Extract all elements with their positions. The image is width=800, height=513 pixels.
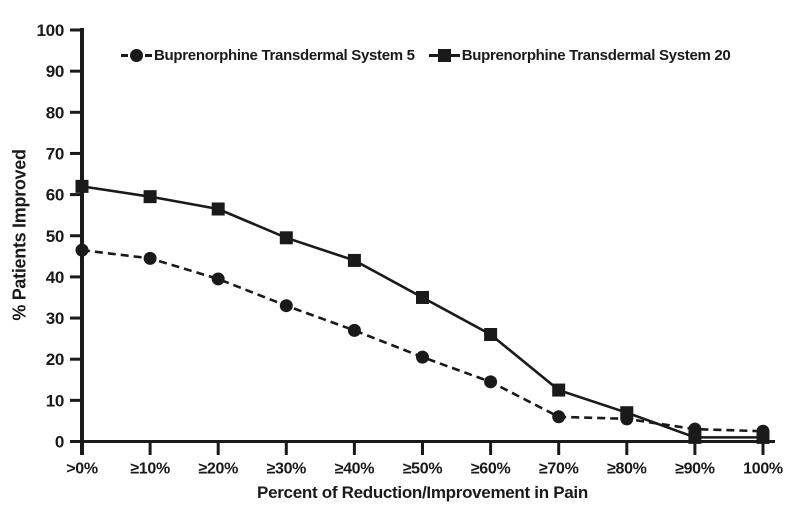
data-point-buprenorphine-transdermal-system-20-5 <box>416 290 429 304</box>
data-point-buprenorphine-transdermal-system-5-2 <box>211 272 225 286</box>
x-tick-label: ≥10% <box>130 461 170 478</box>
y-tick-label: 50 <box>46 227 64 246</box>
y-tick-label: 80 <box>46 103 64 122</box>
legend-label-system-20: Buprenorphine Transdermal System 20 <box>461 47 731 64</box>
solid-square-marker-icon <box>428 49 460 62</box>
x-tick-label: 100% <box>743 461 783 478</box>
legend-item-system-5: Buprenorphine Transdermal System 5 <box>121 47 415 64</box>
x-tick-label: ≥30% <box>266 461 306 478</box>
data-point-buprenorphine-transdermal-system-5-8 <box>620 412 634 426</box>
y-tick-label: 70 <box>46 144 64 163</box>
y-tick-label: 30 <box>46 309 64 328</box>
x-tick-label: ≥80% <box>607 461 647 478</box>
data-point-buprenorphine-transdermal-system-20-6 <box>484 328 498 342</box>
data-point-buprenorphine-transdermal-system-20-7 <box>552 383 566 397</box>
x-tick-label: ≥50% <box>403 461 443 478</box>
y-tick-label: 0 <box>55 433 64 452</box>
dashed-circle-marker-icon <box>121 49 152 62</box>
data-point-buprenorphine-transdermal-system-20-2 <box>211 202 225 216</box>
series-line-buprenorphine-transdermal-system-20 <box>81 185 763 439</box>
y-tick-label: 10 <box>46 391 64 410</box>
legend-label-system-5: Buprenorphine Transdermal System 5 <box>154 47 415 64</box>
y-tick-label: 100 <box>37 21 64 40</box>
data-point-buprenorphine-transdermal-system-5-4 <box>347 323 361 337</box>
y-tick-label: 40 <box>46 268 64 287</box>
legend-item-system-20: Buprenorphine Transdermal System 20 <box>428 47 731 64</box>
data-point-buprenorphine-transdermal-system-5-7 <box>552 410 566 424</box>
data-point-buprenorphine-transdermal-system-5-3 <box>279 299 293 313</box>
y-tick-label: 90 <box>46 62 64 81</box>
chart-legend: Buprenorphine Transdermal System 5 Bupre… <box>121 47 731 64</box>
data-point-buprenorphine-transdermal-system-20-0 <box>75 179 89 193</box>
x-axis-title: Percent of Reduction/Improvement in Pain <box>257 483 588 502</box>
data-point-buprenorphine-transdermal-system-5-10 <box>756 424 770 438</box>
x-tick-label: ≥70% <box>539 461 579 478</box>
x-tick-label: ≥60% <box>471 461 511 478</box>
data-point-buprenorphine-transdermal-system-5-0 <box>75 243 89 257</box>
data-point-buprenorphine-transdermal-system-5-6 <box>484 375 498 389</box>
y-tick-label: 60 <box>46 186 64 205</box>
data-point-buprenorphine-transdermal-system-20-3 <box>279 231 293 245</box>
x-tick-label: ≥90% <box>675 461 715 478</box>
data-point-buprenorphine-transdermal-system-5-9 <box>688 422 702 436</box>
series-line-buprenorphine-transdermal-system-5 <box>81 248 764 433</box>
y-tick-label: 20 <box>46 350 64 369</box>
data-point-buprenorphine-transdermal-system-5-5 <box>416 350 429 364</box>
data-point-buprenorphine-transdermal-system-20-4 <box>347 253 361 267</box>
data-point-buprenorphine-transdermal-system-20-1 <box>143 190 157 204</box>
x-tick-label: ≥40% <box>335 461 375 478</box>
data-point-buprenorphine-transdermal-system-5-1 <box>143 251 157 265</box>
x-tick-label: ≥20% <box>198 461 238 478</box>
x-tick-label: >0% <box>66 461 98 478</box>
